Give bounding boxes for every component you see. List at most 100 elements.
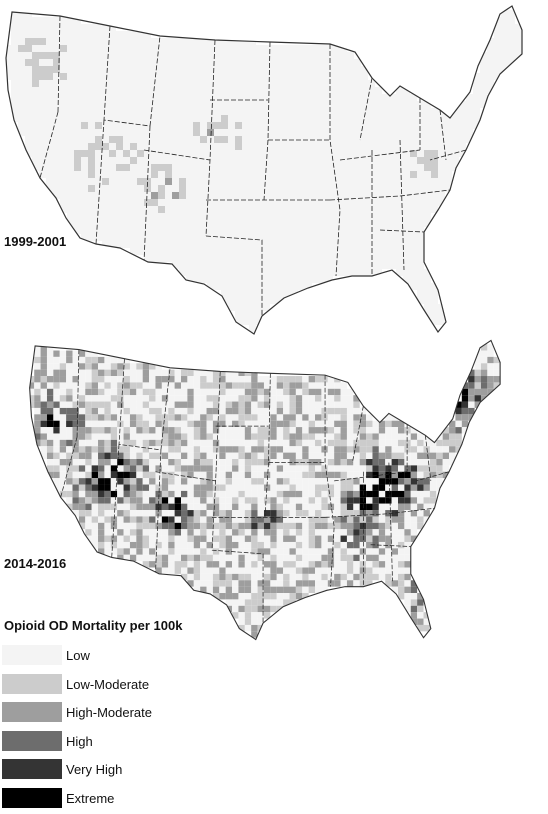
county-cell [410,580,418,587]
county-cell [149,459,156,466]
county-cell [74,38,81,45]
county-cell [104,433,111,440]
county-cell [104,522,111,530]
county-cell [109,87,116,94]
county-cell [334,471,341,479]
county-cell [25,150,32,157]
county-cell [340,478,347,485]
county-cell [158,171,165,178]
county-cell [276,529,284,536]
county-cell [298,150,305,157]
county-cell [305,122,312,129]
county-cell [270,395,277,402]
county-cell [333,115,340,122]
county-cell [242,108,249,115]
county-cell [249,129,256,136]
county-cell [212,541,220,549]
county-cell [403,108,410,115]
county-cell [206,401,213,408]
county-cell [308,433,316,440]
county-cell [242,45,249,52]
county-cell [372,573,379,581]
county-cell [459,129,466,136]
county-cell [295,580,303,587]
county-cell [277,94,284,101]
county-cell [242,59,249,66]
county-cell [142,554,150,562]
county-cell [327,535,335,542]
county-cell [319,59,326,66]
county-cell [98,363,105,370]
county-cell [334,382,341,389]
county-cell [78,369,86,377]
county-cell [186,234,193,241]
county-cell [212,433,220,440]
county-cell [242,185,249,192]
county-cell [372,446,379,453]
county-cell [46,115,53,122]
county-cell [249,185,256,192]
county-cell [60,59,67,66]
county-cell [149,376,156,383]
county-cell [270,94,277,101]
county-cell [333,143,340,150]
county-cell [123,73,130,80]
county-cell [398,561,405,568]
county-cell [206,478,213,485]
county-cell [487,344,494,351]
county-cell [136,490,143,498]
county-cell [298,192,305,199]
county-cell [305,136,312,143]
county-cell [221,73,228,80]
county-cell [168,503,175,511]
county-cell [340,580,347,587]
county-cell [74,164,81,171]
county-cell [468,407,475,415]
county-cell [270,376,277,383]
county-cell [312,52,319,59]
county-cell [225,490,233,498]
county-cell [298,269,305,276]
county-cell [144,220,151,227]
county-cell [155,561,162,568]
county-cell [74,220,81,227]
county-cell [221,66,228,73]
county-cell [165,241,172,248]
county-cell [501,59,508,66]
county-cell [375,262,382,269]
county-cell [359,529,367,536]
county-cell [333,157,340,164]
county-cell [179,192,186,199]
county-cell [277,52,284,59]
county-cell [403,248,410,255]
county-cell [116,143,123,150]
county-cell [91,407,99,415]
county-cell [238,573,245,581]
county-cell [398,478,405,485]
county-cell [142,395,150,402]
county-cell [165,164,172,171]
county-cell [305,80,312,87]
county-cell [193,80,200,87]
county-cell [219,586,226,594]
county-cell [346,452,354,459]
county-cell [305,220,312,227]
county-cell [91,401,99,408]
county-cell [221,206,228,213]
county-cell [172,101,179,108]
county-cell [257,490,264,498]
county-cell [116,171,123,178]
county-cell [438,311,445,318]
county-cell [155,382,162,389]
county-cell [249,304,256,311]
county-cell [270,510,277,517]
county-cell [144,80,151,87]
county-cell [312,143,319,150]
county-cell [359,561,367,568]
county-cell [172,87,179,94]
county-cell [382,241,389,248]
county-cell [46,45,53,52]
county-cell [326,87,333,94]
county-cell [257,452,264,459]
county-cell [353,407,360,415]
